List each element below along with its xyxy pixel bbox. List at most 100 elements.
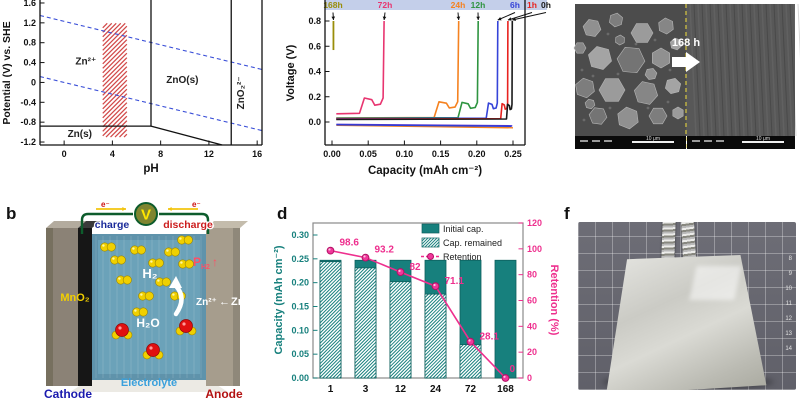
ruler-number: 12 — [785, 316, 792, 322]
x-tick-label: 0.25 — [504, 149, 522, 159]
y-tick-label: -0.4 — [20, 97, 36, 107]
left-tick-label: 0.30 — [291, 230, 309, 240]
hatch-pattern — [421, 237, 440, 248]
zn-crystal-hexagon — [669, 37, 683, 51]
axes — [324, 0, 526, 146]
panel-label-f: f — [564, 204, 570, 223]
ruler-number: 14 — [785, 346, 792, 352]
curve-24h — [336, 20, 460, 119]
zn-crystal-hexagon — [617, 106, 639, 130]
h2o-label: H₂O — [136, 316, 159, 330]
x-tick-label: 0.10 — [396, 149, 414, 159]
bar-remained-hatch-12 — [389, 281, 412, 379]
time-label-band — [325, 0, 547, 10]
zn-crystal-hexagon — [664, 77, 682, 95]
series-label-12h: 12h — [471, 0, 486, 10]
left-tick-label: 0.25 — [291, 254, 309, 264]
zn-crystal-hexagon — [588, 107, 608, 125]
panel-f-pouch-cell-photo: 8 9 10 11 12 13 14 — [578, 222, 796, 390]
zn-crystal-hexagon — [588, 46, 612, 70]
retention-point-1 — [326, 246, 335, 255]
panel-d-retention-chart: 1 3 12 24 72 168 98.6 93.2 82 71.1 28.1 0 0.00 0.05 0.… — [273, 218, 560, 395]
right-tick-label: 20 — [527, 347, 537, 357]
y-tick-label: 0.8 — [308, 16, 321, 26]
y-tick-label: 0.6 — [308, 41, 321, 51]
panel-b-cell-schematic: Ve⁻ e⁻ charge discharge MnO₂ H₂ P H2 ↑ Zn²⁺ ← Zn H₂O… — [44, 200, 248, 400]
y-tick-label: 0 — [31, 77, 36, 87]
h2-evolution-arrow — [173, 283, 184, 317]
transition-arrow — [672, 52, 700, 72]
zn-crystal-hexagon — [582, 19, 602, 37]
sem-image-after — [686, 4, 795, 136]
left-tick-label: 0.20 — [291, 278, 309, 288]
left-tick-label: 0.05 — [291, 349, 309, 359]
x-tick-label: 16 — [252, 149, 262, 159]
x-tick-label: 168 — [497, 384, 514, 395]
legend-swatch-remained — [421, 237, 440, 248]
zn-crystal-hexagon — [598, 78, 626, 102]
retention-point-168 — [501, 374, 510, 382]
curve-6h — [336, 20, 499, 120]
sem-info-bar-right — [687, 136, 795, 149]
x-tick-label: 0.20 — [468, 149, 486, 159]
left-axis-title: Capacity (mAh cm⁻²) — [273, 245, 285, 354]
retention-point-3 — [361, 253, 370, 262]
zn-crystal-hexagon — [652, 47, 670, 69]
bar-initial-168 — [494, 259, 517, 379]
zn-crystal-hexagon — [644, 68, 658, 80]
x-axis-title: Capacity (mAh cm⁻²) — [368, 165, 482, 177]
zn-crystal-hexagon — [672, 106, 684, 120]
y-tick-label: -0.8 — [20, 117, 36, 127]
series-label-72h: 72h — [378, 0, 393, 10]
cathode-label: Cathode — [44, 387, 92, 400]
x-tick-label: 8 — [158, 149, 163, 159]
zn-ion-label: Zn²⁺ — [196, 297, 217, 308]
legend-label-remained: Cap. remained — [443, 238, 502, 248]
x-tick-label: 3 — [363, 384, 369, 395]
series-label-168h: 168h — [323, 0, 342, 10]
retention-value-label: 0 — [510, 364, 516, 375]
bar-remained-1 — [319, 261, 342, 379]
voltmeter-label: V — [141, 207, 151, 224]
series-label-6h: 6h — [510, 0, 520, 10]
retention-point-12 — [396, 268, 405, 276]
ruler-number: 13 — [785, 331, 792, 337]
h2-label: H₂ — [142, 266, 157, 281]
right-tick-label: 100 — [527, 244, 542, 254]
discharge-curve-2 — [336, 124, 512, 127]
mno2-label: MnO₂ — [60, 292, 89, 304]
right-axis-title: Retention (%) — [548, 265, 560, 336]
y-tick-label: 0.8 — [23, 38, 36, 48]
discharge-label: discharge — [163, 219, 213, 231]
y-tick-label: 1.2 — [23, 18, 36, 28]
legend: Initial cap. Cap. remained Retention — [421, 223, 502, 262]
y-tick-label: 0.0 — [308, 117, 321, 127]
pouch-sheen — [689, 266, 743, 300]
region-label: ZnO₂²⁻ — [236, 76, 247, 109]
x-tick-label: 0.15 — [432, 149, 450, 159]
curve-12h — [336, 20, 479, 119]
zn-crystal-hexagon — [616, 46, 646, 74]
y-tick-label: 0.4 — [23, 58, 36, 68]
left-tick-label: 0.00 — [291, 373, 309, 383]
y-tick-label: 0.4 — [308, 67, 321, 77]
series-label-0h: 0h — [541, 0, 551, 10]
x-axis-title: pH — [143, 163, 158, 175]
legend-label-initial: Initial cap. — [443, 224, 484, 234]
bar-remained-hatch-72 — [459, 344, 482, 379]
legend-swatch-initial — [421, 223, 440, 234]
anode-label: Anode — [205, 387, 243, 400]
electron-label-left: e⁻ — [101, 200, 110, 209]
axes — [39, 0, 263, 146]
left-tick-label: 0.10 — [291, 325, 309, 335]
right-tick-label: 80 — [527, 270, 537, 280]
right-tick-label: 120 — [527, 218, 542, 228]
right-tick-label: 0 — [527, 373, 532, 383]
bar-remained-hatch-1 — [319, 261, 342, 379]
wire-right — [159, 212, 210, 234]
mat-ruler-numbers: 8 9 10 11 12 13 14 — [785, 256, 792, 352]
zn-crystal-hexagon — [615, 34, 625, 46]
zn-crystal-hexagon — [658, 17, 674, 35]
retention-value-label: 98.6 — [340, 238, 360, 249]
scale-bar-left — [632, 141, 674, 143]
